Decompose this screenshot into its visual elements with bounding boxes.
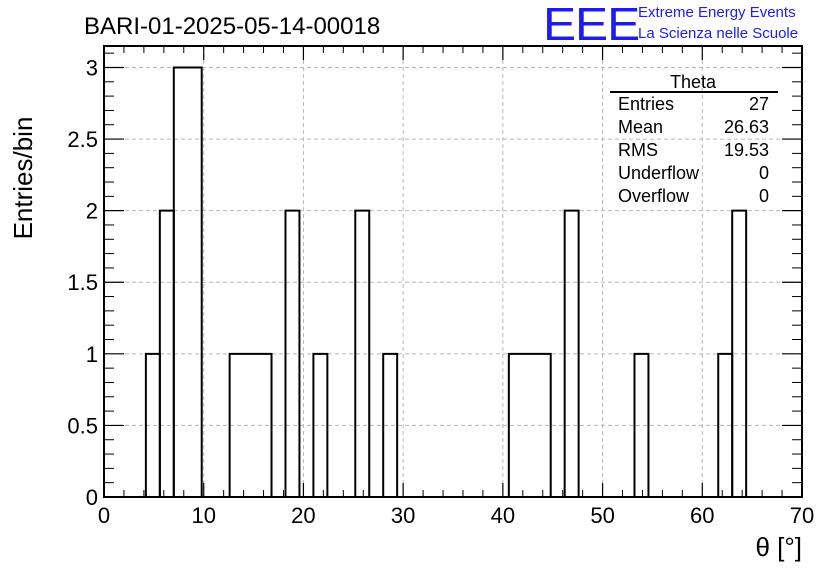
y-tick-label: 1 [86,342,98,367]
x-tick-label: 10 [191,503,215,528]
y-axis-label: Entries/bin [8,117,38,240]
eee-logo-line1: Extreme Energy Events [638,4,796,21]
stats-row-value: 26.63 [724,117,769,137]
stats-box: Theta Entries 27 Mean 26.63 RMS 19.53 Underflo… [610,72,778,206]
y-tick-label: 2.5 [67,127,98,152]
histogram-bar [633,352,650,497]
y-tick-labels: 0 0.5 1 1.5 2 2.5 3 [67,55,98,510]
stats-row-value: 19.53 [724,140,769,160]
stats-box-title: Theta [670,72,717,92]
x-tick-label: 60 [690,503,714,528]
grid [104,46,802,497]
histogram-bars [144,66,748,497]
histogram-bar [563,209,580,497]
stats-row-label: Entries [618,94,674,114]
histogram-bar [507,352,552,497]
histogram-bar [228,352,273,497]
x-tick-label: 50 [590,503,614,528]
stats-row-label: Overflow [618,186,690,206]
stats-row-value: 0 [759,163,769,183]
eee-logo-mark: EEE [543,0,640,50]
y-tick-label: 1.5 [67,270,98,295]
stats-row-label: Mean [618,117,663,137]
histogram-bar [284,209,301,497]
plot-border [103,45,803,498]
histogram-bar [312,352,329,497]
chart-title: BARI-01-2025-05-14-00018 [84,13,380,40]
histogram-bar [382,352,399,497]
y-tick-label: 0 [86,485,98,510]
axis-ticks [103,46,803,498]
y-tick-label: 3 [86,55,98,80]
stats-row-value: 27 [749,94,769,114]
y-tick-label: 2 [86,199,98,224]
histogram-bar [354,209,371,497]
stats-box-rows: Entries 27 Mean 26.63 RMS 19.53 Underflow 0 Over… [618,94,769,206]
stats-row-value: 0 [759,186,769,206]
histogram-bar [731,209,748,497]
plot-frame [103,45,803,498]
stats-row-label: RMS [618,140,658,160]
y-tick-label: 0.5 [67,413,98,438]
histogram-bar [172,66,203,497]
x-tick-label: 30 [391,503,415,528]
x-tick-label: 0 [98,503,110,528]
x-tick-label: 20 [291,503,315,528]
x-tick-label: 40 [491,503,515,528]
x-tick-labels: 0 10 20 30 40 50 60 70 [98,503,814,528]
stats-row-label: Underflow [618,163,700,183]
x-axis-label: θ [°] [755,532,802,562]
eee-logo-line2: La Scienza nelle Scuole [638,25,799,42]
x-tick-label: 70 [790,503,814,528]
